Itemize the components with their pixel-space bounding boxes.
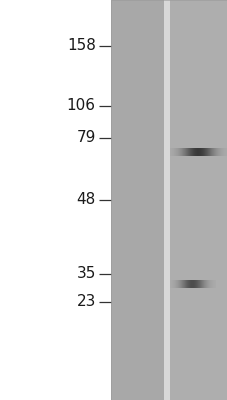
Text: 35: 35 [76,266,95,282]
Text: 158: 158 [67,38,95,54]
Bar [0,0,110,400]
Text: 23: 23 [76,294,95,310]
Text: 48: 48 [76,192,95,208]
Text: 79: 79 [76,130,95,146]
Bar [163,0,169,400]
Text: 106: 106 [67,98,95,114]
Bar [110,0,227,400]
